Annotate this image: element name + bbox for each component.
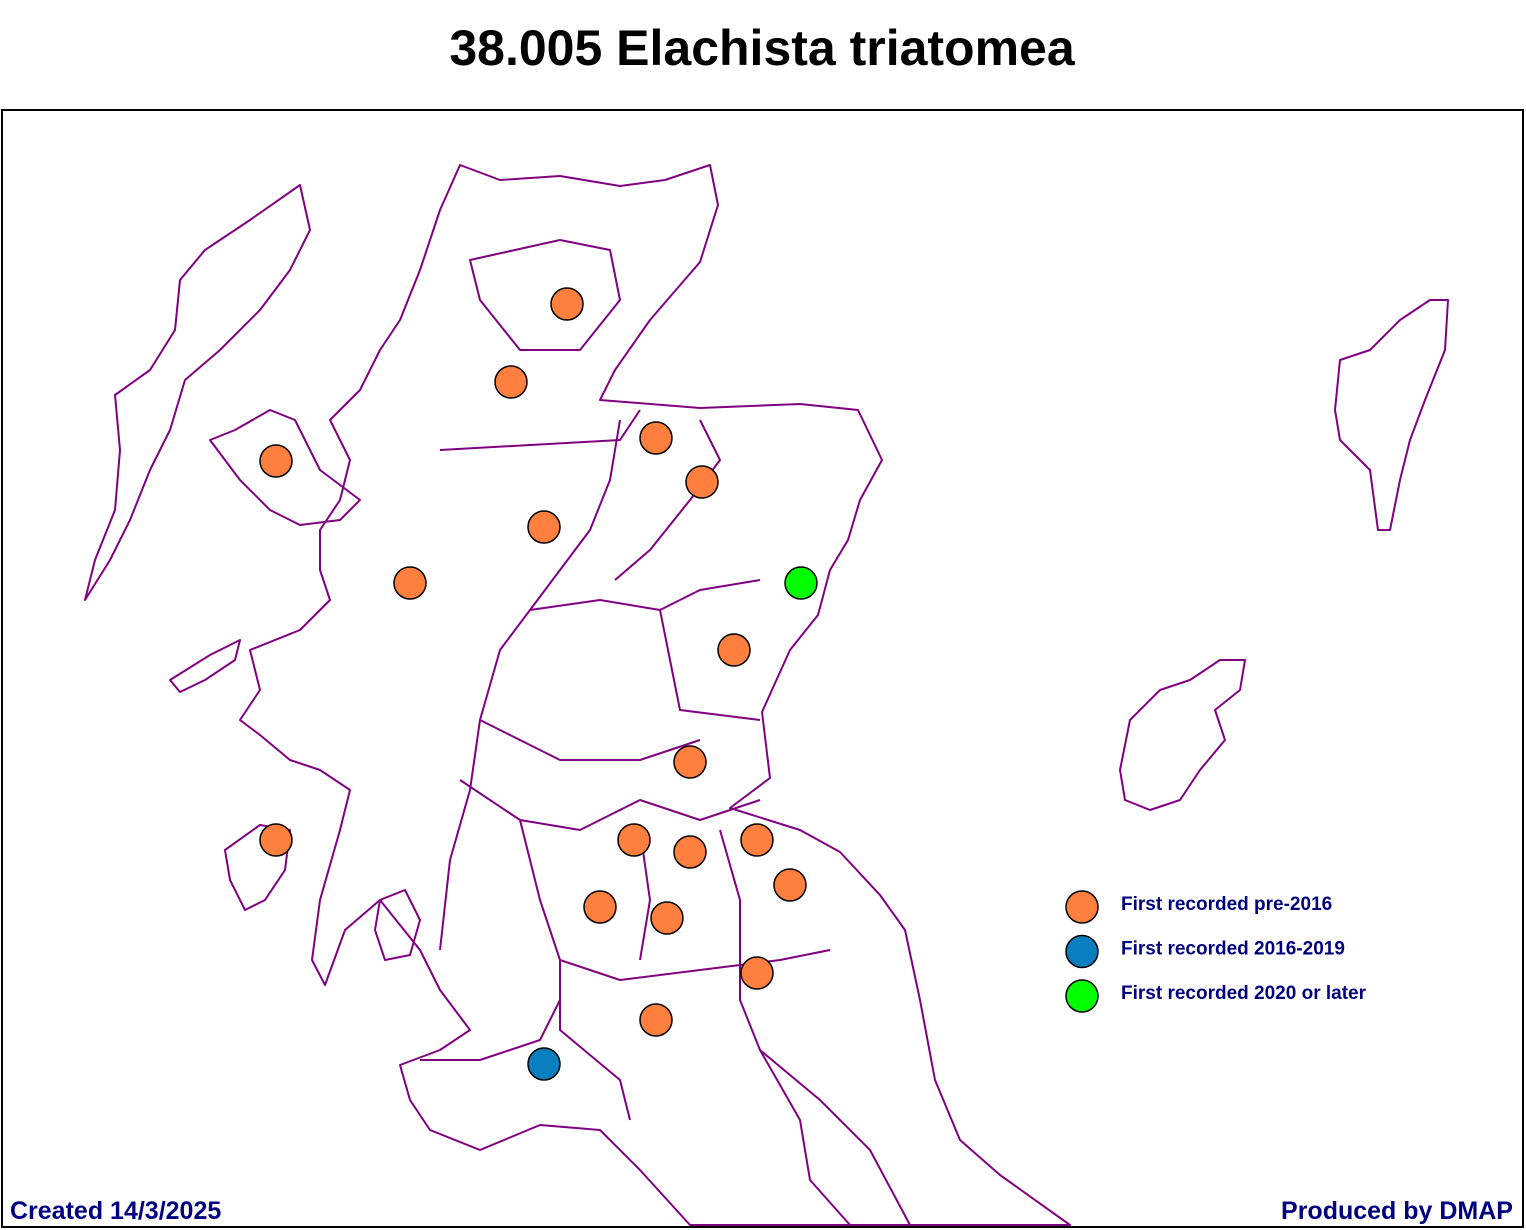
record-dot — [650, 901, 684, 935]
mainland — [239, 164, 1071, 1226]
record-dot — [685, 465, 719, 499]
orkney — [1119, 659, 1246, 811]
map-title: 38.005 Elachista triatomea — [449, 20, 1076, 76]
boundaries — [420, 239, 911, 1226]
producer: Produced by DMAP — [1281, 1197, 1513, 1225]
record-dot — [583, 890, 617, 924]
created-date: Created 14/3/2025 — [10, 1197, 221, 1225]
legend-marker — [1065, 979, 1099, 1013]
record-dot — [639, 421, 673, 455]
record-dot — [740, 823, 774, 857]
record-dot — [740, 956, 774, 990]
records — [259, 287, 818, 1081]
record-dot — [259, 444, 293, 478]
map-frame — [1, 109, 1524, 1228]
islay — [224, 824, 291, 911]
skye — [209, 409, 361, 526]
record-dot — [773, 868, 807, 902]
record-dot — [550, 287, 584, 321]
record-dot — [393, 566, 427, 600]
outlines — [84, 164, 1449, 1226]
legend-label: First recorded 2020 or later — [1121, 983, 1367, 1004]
record-dot — [673, 745, 707, 779]
record-dot — [259, 823, 293, 857]
record-dot — [639, 1003, 673, 1037]
record-dot — [617, 823, 651, 857]
record-dot — [673, 835, 707, 869]
record-dot — [494, 365, 528, 399]
mull — [169, 639, 241, 693]
legend-marker — [1065, 934, 1099, 969]
shetland — [1334, 299, 1449, 531]
outer-hebrides — [84, 184, 311, 601]
record-dot — [717, 633, 751, 667]
legend-label: First recorded 2016-2019 — [1121, 939, 1345, 960]
arran — [374, 889, 421, 961]
record-dot — [784, 566, 818, 600]
legend: First recorded pre-2016 First recorded 20… — [1065, 890, 1367, 1013]
legend-label: First recorded pre-2016 — [1121, 894, 1332, 915]
legend-marker — [1065, 890, 1099, 924]
record-dot — [527, 1047, 561, 1081]
record-dot — [527, 510, 561, 544]
